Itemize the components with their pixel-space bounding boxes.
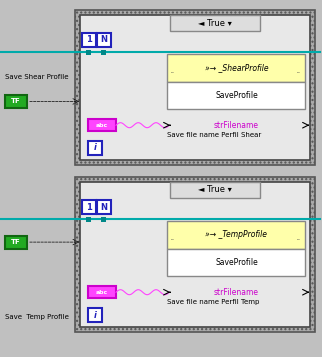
Bar <box>88 119 116 131</box>
Bar <box>87 216 91 221</box>
Text: TF: TF <box>11 239 21 245</box>
Bar <box>82 33 96 47</box>
Bar <box>101 50 107 55</box>
Text: ◄ True ▾: ◄ True ▾ <box>198 186 232 195</box>
Text: ²¹: ²¹ <box>170 238 174 243</box>
Bar <box>167 221 305 249</box>
Bar <box>5 236 27 248</box>
Text: Save file name Perfil Temp: Save file name Perfil Temp <box>167 299 260 305</box>
Text: Save Shear Profile: Save Shear Profile <box>5 74 69 80</box>
Bar <box>80 15 310 160</box>
Bar <box>170 182 260 198</box>
Text: i: i <box>94 311 96 320</box>
Bar <box>5 95 27 108</box>
Text: N: N <box>100 202 108 211</box>
Text: ²¹: ²¹ <box>297 71 300 76</box>
Bar <box>167 54 305 82</box>
Text: 1: 1 <box>86 35 92 45</box>
Bar <box>75 177 315 332</box>
Bar <box>88 141 102 155</box>
Bar <box>97 200 111 214</box>
Bar <box>167 82 305 109</box>
Bar <box>101 216 107 221</box>
Text: 1: 1 <box>86 202 92 211</box>
Bar <box>170 15 260 31</box>
Bar <box>88 286 116 298</box>
Text: abc: abc <box>96 123 108 128</box>
Text: »→ _TempProfile: »→ _TempProfile <box>205 230 267 240</box>
Text: abc: abc <box>96 290 108 295</box>
Text: N: N <box>100 35 108 45</box>
Text: Save  Temp Profile: Save Temp Profile <box>5 313 69 320</box>
Text: strFilename: strFilename <box>214 288 259 297</box>
Bar <box>87 50 91 55</box>
Bar <box>82 200 96 214</box>
Bar <box>75 10 315 165</box>
Text: strFilename: strFilename <box>214 121 259 130</box>
Text: »→ _ShearProfile: »→ _ShearProfile <box>204 64 268 72</box>
Bar <box>80 182 310 327</box>
Text: i: i <box>94 144 96 152</box>
Bar <box>167 249 305 276</box>
Bar <box>88 308 102 322</box>
Text: TF: TF <box>11 99 21 105</box>
Text: ²¹: ²¹ <box>297 238 300 243</box>
Bar <box>97 33 111 47</box>
Text: SaveProfile: SaveProfile <box>215 258 258 267</box>
Text: ²¹: ²¹ <box>170 71 174 76</box>
Text: SaveProfile: SaveProfile <box>215 91 258 100</box>
Text: ◄ True ▾: ◄ True ▾ <box>198 19 232 27</box>
Text: Save file name Perfil Shear: Save file name Perfil Shear <box>167 132 262 138</box>
